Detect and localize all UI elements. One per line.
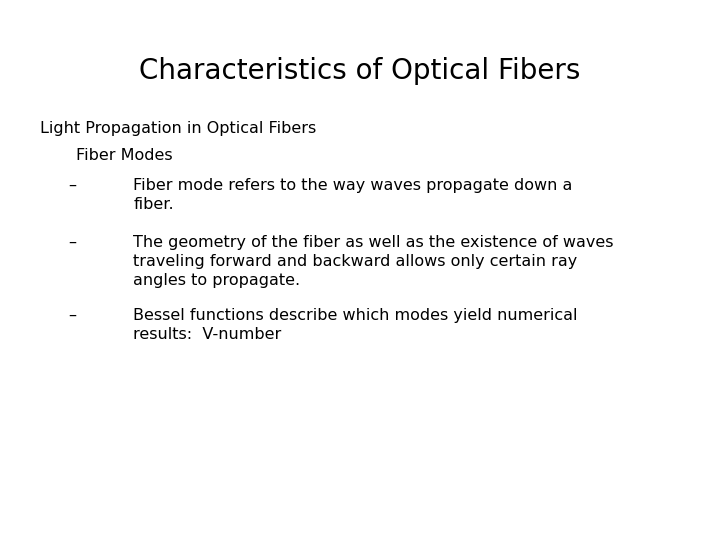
Text: –: – <box>68 308 76 323</box>
Text: The geometry of the fiber as well as the existence of waves
traveling forward an: The geometry of the fiber as well as the… <box>133 235 613 288</box>
Text: Characteristics of Optical Fibers: Characteristics of Optical Fibers <box>139 57 581 85</box>
Text: –: – <box>68 235 76 250</box>
Text: Fiber mode refers to the way waves propagate down a
fiber.: Fiber mode refers to the way waves propa… <box>133 178 572 212</box>
Text: Bessel functions describe which modes yield numerical
results:  V-number: Bessel functions describe which modes yi… <box>133 308 577 342</box>
Text: Fiber Modes: Fiber Modes <box>76 148 172 164</box>
Text: –: – <box>68 178 76 193</box>
Text: Light Propagation in Optical Fibers: Light Propagation in Optical Fibers <box>40 122 316 137</box>
